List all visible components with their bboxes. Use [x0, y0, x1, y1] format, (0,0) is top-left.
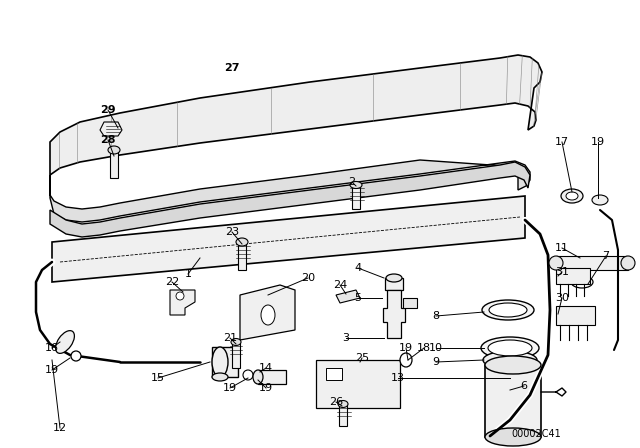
Ellipse shape [400, 353, 412, 367]
Bar [352, 185, 360, 209]
Ellipse shape [566, 192, 578, 200]
Text: 29: 29 [100, 105, 116, 115]
Polygon shape [240, 285, 295, 340]
Bar [212, 347, 238, 377]
Bar [485, 365, 541, 437]
Text: 20: 20 [301, 273, 315, 283]
Text: 10: 10 [429, 343, 443, 353]
Ellipse shape [481, 337, 539, 359]
Text: 23: 23 [225, 227, 239, 237]
Ellipse shape [350, 181, 362, 189]
Polygon shape [100, 122, 122, 136]
Ellipse shape [212, 347, 228, 377]
Text: 00002C41: 00002C41 [511, 429, 561, 439]
Text: 5: 5 [355, 293, 362, 303]
Text: 19: 19 [223, 383, 237, 393]
Ellipse shape [243, 370, 253, 380]
Text: 26: 26 [329, 397, 343, 407]
Text: 19: 19 [259, 383, 273, 393]
Text: 12: 12 [53, 423, 67, 433]
Ellipse shape [571, 276, 593, 288]
Text: 15: 15 [151, 373, 165, 383]
Text: 18: 18 [417, 343, 431, 353]
Ellipse shape [212, 373, 228, 381]
Polygon shape [170, 290, 195, 315]
Polygon shape [316, 360, 400, 408]
Polygon shape [403, 298, 417, 308]
Text: 25: 25 [355, 353, 369, 363]
Text: 2: 2 [348, 177, 356, 187]
Polygon shape [50, 55, 542, 175]
Text: 1: 1 [184, 269, 191, 279]
Bar [110, 150, 118, 178]
Text: 27: 27 [224, 63, 240, 73]
Polygon shape [50, 160, 530, 222]
Text: 7: 7 [602, 251, 609, 261]
Text: 28: 28 [100, 135, 116, 145]
Bar [232, 342, 240, 368]
Ellipse shape [561, 189, 583, 203]
Ellipse shape [482, 300, 534, 320]
Ellipse shape [485, 356, 541, 374]
Text: 19: 19 [45, 365, 59, 375]
Text: 13: 13 [391, 373, 405, 383]
Text: 17: 17 [555, 137, 569, 147]
Ellipse shape [592, 195, 608, 205]
Text: 31: 31 [555, 267, 569, 277]
Text: 22: 22 [165, 277, 179, 287]
Ellipse shape [108, 146, 120, 154]
Ellipse shape [488, 340, 532, 356]
Polygon shape [385, 278, 403, 290]
Text: 21: 21 [223, 333, 237, 343]
Text: 30: 30 [555, 293, 569, 303]
Text: 8: 8 [433, 311, 440, 321]
Text: 9: 9 [433, 357, 440, 367]
Text: 3: 3 [342, 333, 349, 343]
Text: 11: 11 [555, 243, 569, 253]
Text: 16: 16 [45, 343, 59, 353]
Polygon shape [556, 268, 590, 284]
Ellipse shape [621, 256, 635, 270]
Ellipse shape [71, 351, 81, 361]
Text: 4: 4 [355, 263, 362, 273]
Ellipse shape [485, 428, 541, 446]
Polygon shape [336, 290, 360, 303]
Polygon shape [383, 290, 405, 338]
Polygon shape [52, 196, 525, 282]
Text: 6: 6 [520, 381, 527, 391]
Text: 19: 19 [399, 343, 413, 353]
Polygon shape [50, 162, 530, 237]
Bar [556, 256, 628, 270]
Ellipse shape [236, 238, 248, 246]
Ellipse shape [549, 256, 563, 270]
Bar [326, 368, 342, 380]
Text: 19: 19 [591, 137, 605, 147]
Ellipse shape [483, 351, 537, 369]
Bar [238, 242, 246, 270]
Ellipse shape [489, 303, 527, 317]
Text: 24: 24 [333, 280, 347, 290]
Bar [258, 370, 286, 384]
Polygon shape [556, 306, 595, 325]
Ellipse shape [253, 370, 263, 384]
Ellipse shape [176, 292, 184, 300]
Ellipse shape [231, 339, 241, 345]
Ellipse shape [261, 305, 275, 325]
Ellipse shape [338, 401, 348, 408]
Ellipse shape [56, 331, 74, 353]
Bar [339, 404, 347, 426]
Text: 14: 14 [259, 363, 273, 373]
Ellipse shape [386, 274, 402, 282]
